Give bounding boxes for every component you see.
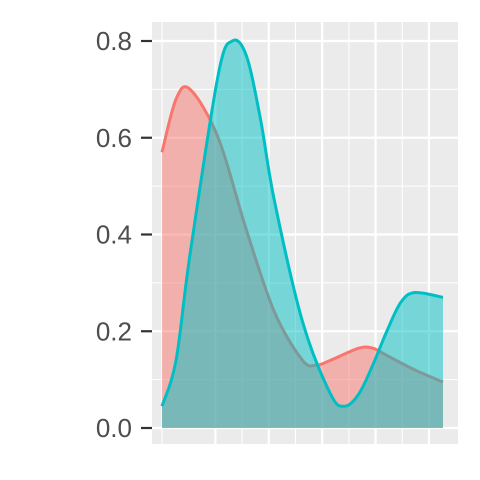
y-axis: 0.0 0.2 0.4 0.6 0.8 (96, 26, 152, 443)
y-tick-label: 0.6 (96, 123, 132, 153)
density-line-2 (160, 38, 444, 408)
y-tick-label: 0.2 (96, 316, 132, 346)
y-tick-label: 0.4 (96, 220, 132, 250)
y-tick-label: 0.0 (96, 413, 132, 443)
density-area-2 (162, 40, 443, 428)
y-tick-label: 0.8 (96, 26, 132, 56)
series-group (160, 38, 444, 428)
